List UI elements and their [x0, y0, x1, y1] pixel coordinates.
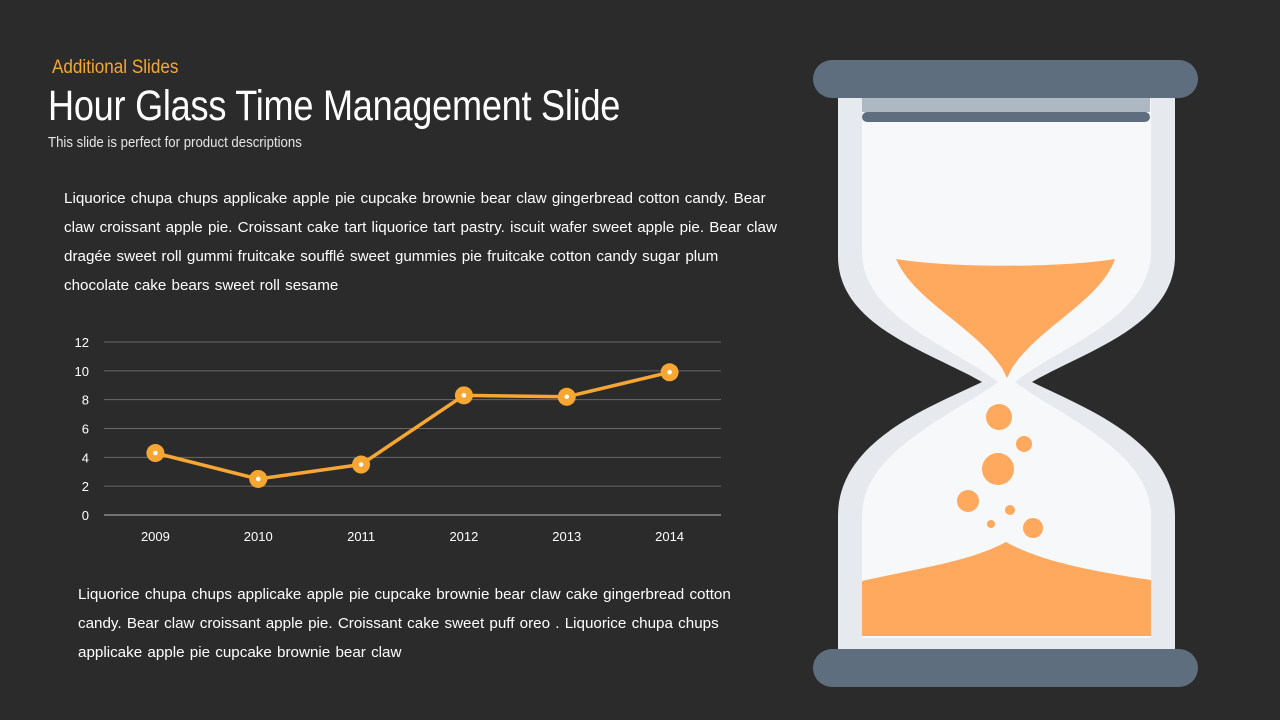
- hourglass-cap-strip-shadow: [862, 112, 1150, 122]
- sand-drop: [986, 404, 1012, 430]
- hourglass-sand-drops: [957, 404, 1043, 538]
- page-title: Hour Glass Time Management Slide: [48, 82, 621, 130]
- chart-data-point-center: [255, 476, 261, 482]
- section-label: Additional Slides: [52, 57, 179, 78]
- chart-y-tick-label: 2: [82, 479, 89, 494]
- chart-y-tick-label: 6: [82, 422, 89, 437]
- chart-y-tick-label: 8: [82, 393, 89, 408]
- chart-data-point-center: [358, 462, 364, 467]
- hourglass-cap-strip: [862, 98, 1150, 112]
- chart-x-tick-label: 2014: [655, 529, 684, 544]
- chart-y-tick-label: 0: [82, 508, 89, 523]
- chart-series-line: [154, 370, 670, 481]
- chart-x-ticks: 2009 2010 2011 2012 2013 2014: [141, 529, 684, 544]
- sand-drop: [957, 490, 979, 512]
- chart-data-point-center: [153, 450, 158, 456]
- hourglass-icon: [813, 60, 1198, 687]
- hourglass-top-sand: [896, 259, 1115, 378]
- chart-y-ticks: 0 2 4 6 8 10 12: [75, 335, 89, 523]
- hourglass-bottom-sand: [862, 542, 1151, 636]
- chart-points: [146, 363, 679, 488]
- page-subtitle: This slide is perfect for product descri…: [48, 134, 302, 151]
- description-paragraph-top: Liquorice chupa chups applicake apple pi…: [64, 190, 777, 294]
- hourglass-bottom-frame: [813, 649, 1198, 687]
- sand-drop: [982, 453, 1014, 485]
- chart-data-point-center: [564, 394, 570, 400]
- chart-data-point-center: [461, 393, 467, 398]
- chart-y-tick-label: 4: [82, 450, 89, 465]
- chart-x-tick-label: 2010: [244, 529, 273, 544]
- chart-x-tick-label: 2011: [347, 529, 375, 544]
- chart-gridlines: [104, 341, 721, 516]
- sand-drop: [987, 520, 995, 528]
- chart-x-tick-label: 2012: [449, 529, 478, 544]
- sand-drop: [1016, 436, 1032, 452]
- chart-data-point-center: [667, 369, 672, 375]
- line-chart: 0 2 4 6 8 10 12 2009 2010 2011 2012 2013 2014: [75, 335, 721, 544]
- chart-series: [154, 370, 670, 481]
- chart-y-tick-label: 10: [75, 364, 89, 379]
- sand-drop: [1005, 505, 1015, 515]
- chart-x-tick-label: 2013: [552, 529, 581, 544]
- description-paragraph-bottom: Liquorice chupa chups applicake apple pi…: [78, 586, 731, 661]
- sand-drop: [1023, 518, 1043, 538]
- chart-y-tick-label: 12: [75, 335, 89, 350]
- hourglass-top-frame: [813, 60, 1198, 98]
- chart-x-tick-label: 2009: [141, 529, 170, 544]
